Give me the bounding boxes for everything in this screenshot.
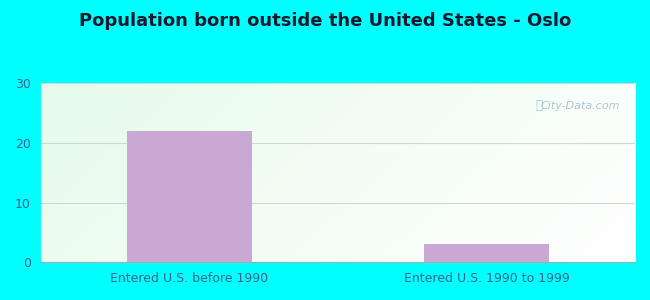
Text: Population born outside the United States - Oslo: Population born outside the United State… <box>79 12 571 30</box>
Text: ⓘ: ⓘ <box>536 99 543 112</box>
Bar <box>424 244 549 262</box>
Bar <box>127 131 252 262</box>
Text: City-Data.com: City-Data.com <box>541 101 620 111</box>
